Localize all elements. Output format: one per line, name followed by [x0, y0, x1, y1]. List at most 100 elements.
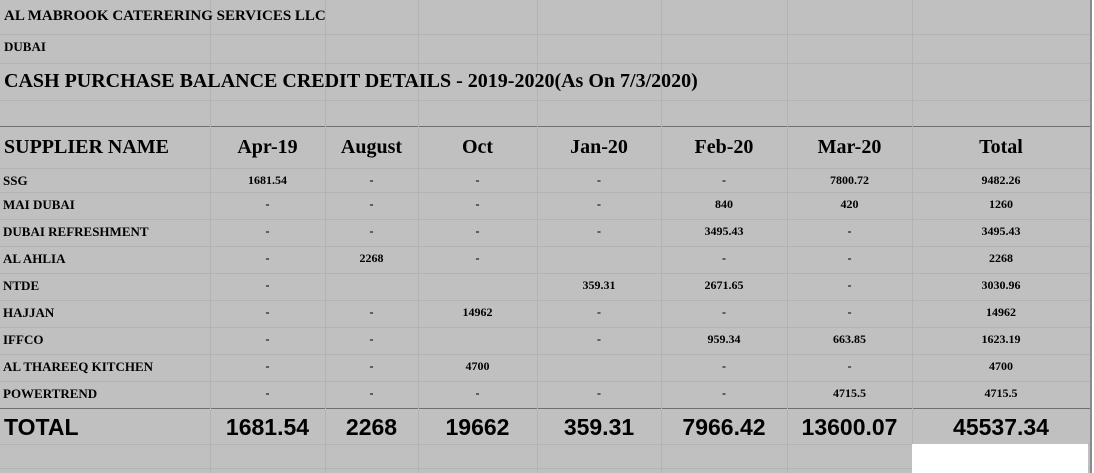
table-cell: 1260 — [989, 197, 1013, 211]
grid-column-line — [210, 0, 211, 473]
table-cell: 2268 — [359, 251, 384, 265]
table-cell: - — [475, 386, 480, 400]
document-title: CASH PURCHASE BALANCE CREDIT DETAILS - 2… — [4, 70, 698, 92]
table-cell: - — [475, 224, 480, 238]
grid-row-line — [0, 246, 1090, 247]
table-cell: 3030.96 — [981, 278, 1021, 292]
table-cell: - — [847, 305, 852, 319]
grid-column-line — [661, 0, 662, 473]
table-cell: 4700 — [989, 359, 1013, 373]
total-value: 19662 — [445, 414, 510, 440]
grid-column-line — [537, 0, 538, 473]
grid-row-line — [0, 63, 1090, 64]
table-cell: - — [722, 305, 726, 319]
table-cell: - — [369, 359, 374, 373]
total-value: 2268 — [345, 414, 398, 440]
column-header: Apr-19 — [237, 136, 298, 158]
grid-column-line — [787, 0, 788, 473]
table-cell: 2671.65 — [704, 278, 744, 292]
table-cell: 1681.54 — [248, 173, 287, 187]
supplier-name: SSG — [3, 173, 28, 188]
grid-row-line — [0, 468, 1090, 469]
table-cell: 420 — [840, 197, 859, 211]
column-header: August — [340, 136, 403, 158]
supplier-name: DUBAI REFRESHMENT — [3, 224, 149, 239]
grid-row-line — [0, 354, 1090, 355]
grid-row-line — [0, 408, 1090, 409]
supplier-name: HAJJAN — [3, 305, 55, 320]
table-cell: - — [722, 386, 726, 400]
table-cell: - — [847, 278, 852, 292]
table-cell: - — [369, 332, 374, 346]
supplier-name: POWERTREND — [3, 386, 98, 401]
table-cell: 2268 — [989, 251, 1013, 265]
grid-row-line — [0, 192, 1090, 193]
total-value: 359.31 — [563, 414, 635, 440]
grid-row-line — [0, 219, 1090, 220]
column-header: Oct — [461, 136, 494, 158]
table-cell: 3495.43 — [981, 224, 1021, 238]
column-header: Jan-20 — [570, 136, 628, 158]
company-name: AL MABROOK CATERERING SERVICES LLC — [4, 8, 326, 24]
table-cell: - — [597, 197, 601, 211]
column-header: Mar-20 — [817, 136, 882, 158]
table-cell: - — [847, 251, 852, 265]
total-value: 45537.34 — [953, 414, 1049, 440]
table-cell: - — [265, 278, 270, 292]
total-value: 7966.42 — [682, 414, 766, 440]
grid-column-line — [418, 0, 419, 473]
table-cell: 3495.43 — [704, 224, 744, 238]
grid-row-line — [0, 273, 1090, 274]
table-cell: - — [722, 359, 726, 373]
table-cell: - — [597, 305, 601, 319]
table-cell: 14962 — [986, 305, 1016, 319]
supplier-name: IFFCO — [3, 332, 44, 347]
grid-row-line — [0, 168, 1090, 169]
supplier-name: AL THAREEQ KITCHEN — [3, 359, 154, 374]
table-cell: - — [265, 224, 270, 238]
totals-label: TOTAL — [4, 414, 79, 440]
grid-row-line — [0, 34, 1090, 35]
table-cell: - — [597, 224, 601, 238]
table-cell: - — [265, 251, 270, 265]
table-cell: - — [475, 173, 480, 187]
supplier-name: MAI DUBAI — [3, 197, 75, 212]
grid-column-line — [325, 0, 326, 473]
table-cell: 840 — [715, 197, 733, 211]
table-cell: - — [722, 173, 726, 187]
table-cell: - — [369, 197, 374, 211]
table-cell: 359.31 — [582, 278, 616, 292]
grid-row-line — [0, 100, 1090, 101]
table-cell: - — [369, 386, 374, 400]
grid-row-line — [0, 300, 1090, 301]
table-cell: - — [265, 359, 270, 373]
column-header-supplier-name: SUPPLIER NAME — [4, 136, 170, 158]
table-cell: - — [265, 197, 270, 211]
table-cell: 4715.5 — [833, 386, 866, 400]
table-cell: - — [369, 224, 374, 238]
table-cell: 663.85 — [833, 332, 866, 346]
table-cell: - — [597, 332, 601, 346]
table-cell: 4715.5 — [984, 386, 1018, 400]
table-cell: - — [369, 305, 374, 319]
table-cell: 4700 — [465, 359, 490, 373]
grid-row-line — [0, 444, 1090, 445]
table-cell: - — [847, 359, 852, 373]
grid-row-line — [0, 381, 1090, 382]
company-location: DUBAI — [4, 39, 46, 54]
supplier-name: AL AHLIA — [3, 251, 66, 266]
grid-column-line — [912, 0, 913, 473]
table-cell: - — [369, 173, 374, 187]
table-cell: 1623.19 — [981, 332, 1021, 346]
table-cell: 959.34 — [707, 332, 741, 346]
table-cell: 7800.72 — [830, 173, 869, 187]
table-cell: 9482.26 — [981, 173, 1021, 187]
supplier-name: NTDE — [3, 278, 40, 293]
total-value: 1681.54 — [225, 414, 310, 440]
table-cell: - — [597, 173, 601, 187]
table-cell: - — [847, 224, 852, 238]
table-cell: 14962 — [462, 305, 493, 319]
grid-row-line — [0, 327, 1090, 328]
table-cell: - — [722, 251, 726, 265]
